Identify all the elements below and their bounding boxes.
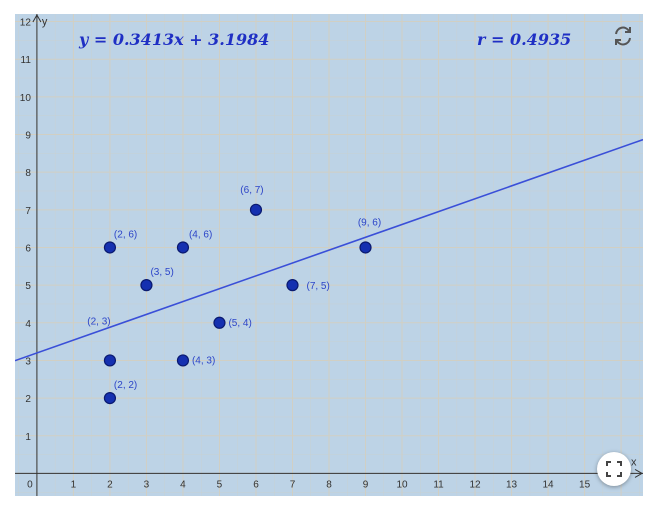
data-point[interactable]: [359, 241, 372, 254]
y-axis-arrow: [32, 14, 42, 23]
x-tick-label: 8: [326, 479, 332, 490]
x-tick-label: 14: [543, 479, 555, 490]
data-point-label: (2, 6): [114, 229, 137, 240]
data-point-label: (4, 6): [189, 229, 212, 240]
data-point-label: (2, 2): [114, 380, 137, 391]
reset-arrows-icon: [615, 26, 631, 46]
data-point[interactable]: [140, 279, 153, 292]
data-point[interactable]: [176, 354, 190, 367]
data-point-label: (2, 3): [87, 316, 110, 327]
x-tick-label: 3: [144, 479, 150, 490]
x-tick-label: 4: [180, 479, 186, 490]
data-point[interactable]: [103, 354, 117, 367]
data-point-label: (3, 5): [150, 267, 173, 278]
x-tick-label: 15: [579, 479, 591, 490]
data-point-label: (4, 3): [192, 355, 215, 366]
data-point[interactable]: [213, 316, 226, 329]
y-tick-label: 8: [25, 168, 31, 179]
x-tick-label: 5: [217, 479, 223, 490]
x-axis-label: x: [631, 456, 637, 468]
x-tick-label: 0: [27, 479, 33, 490]
data-point[interactable]: [103, 241, 117, 254]
data-point[interactable]: [176, 241, 190, 254]
scatter-plot[interactable]: xy0 1 2 3 4 5 6 7 8 9 10 11 12 13 14 15123456789101112(…: [15, 14, 643, 496]
reset-button[interactable]: [611, 24, 635, 48]
y-tick-label: 9: [25, 131, 31, 142]
y-tick-label: 11: [21, 55, 32, 66]
correlation-coefficient: r = 0.4935: [477, 30, 572, 49]
graph-app: x y 0 1 2 3 4 5 6 7 8 9 10 11 12 13 14 15 1 2 3 4 5 6 7 8 9 10 11 12(…: [15, 14, 643, 496]
y-tick-label: 2: [25, 394, 31, 405]
y-tick-label: 6: [25, 243, 31, 254]
regression-equation: y = 0.3413x + 3.1984: [79, 30, 270, 49]
x-tick-label: 2: [107, 479, 113, 490]
fullscreen-icon: [606, 461, 622, 477]
y-tick-label: 10: [20, 93, 32, 104]
data-point-label: (7, 5): [306, 281, 329, 292]
y-axis-label: y: [42, 16, 48, 28]
x-tick-label: 7: [290, 479, 296, 490]
x-tick-label: 1: [71, 479, 77, 490]
data-point-label: (6, 7): [240, 185, 263, 196]
x-tick-label: 12: [469, 479, 481, 490]
data-point-label: (5, 4): [228, 318, 251, 329]
x-tick-label: 13: [506, 479, 518, 490]
y-tick-label: 5: [25, 281, 31, 292]
data-point[interactable]: [103, 391, 117, 405]
y-tick-label: 4: [25, 319, 31, 330]
fullscreen-button[interactable]: [597, 452, 631, 486]
data-point-label: (9, 6): [358, 217, 381, 228]
data-point[interactable]: [249, 203, 263, 216]
x-axis-arrow: [634, 468, 643, 478]
y-tick-label: 3: [25, 356, 31, 367]
y-tick-label: 7: [25, 206, 31, 217]
y-tick-label: 1: [25, 432, 31, 443]
x-tick-label: 10: [396, 479, 408, 490]
y-tick-label: 12: [20, 18, 32, 29]
x-tick-label: 6: [253, 479, 259, 490]
regression-line[interactable]: [15, 138, 643, 362]
x-tick-label: 11: [433, 479, 444, 490]
data-point[interactable]: [286, 279, 299, 292]
x-tick-label: 9: [363, 479, 369, 490]
